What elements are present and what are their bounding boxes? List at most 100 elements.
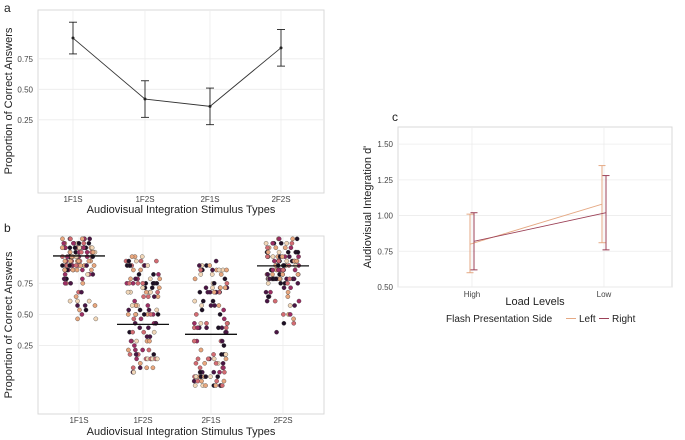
panel-b-data-point	[128, 276, 133, 282]
panel-b-data-point	[154, 307, 160, 313]
panel-b-data-point	[219, 383, 225, 388]
panel-b-y-ticks: 0.25 0.50 0.75	[17, 279, 33, 350]
panel-b-data-point	[217, 312, 223, 317]
panel-b-data-point	[131, 369, 137, 375]
panel-b-data-point	[211, 352, 216, 357]
panel-b-data-point	[127, 263, 133, 268]
panel-b-data-point	[270, 272, 275, 277]
panel-b-data-point	[209, 272, 215, 277]
panel-b-data-point	[155, 312, 161, 317]
panel-b-data-point	[157, 285, 162, 291]
panel-b-data-point	[144, 365, 149, 371]
panel-b-data-point	[79, 236, 85, 242]
panel-b-data-point	[191, 338, 197, 344]
panel-b-data-point	[284, 258, 290, 264]
panel-b-data-point	[197, 365, 203, 371]
panel-b-data-point	[217, 369, 222, 375]
panel-b-data-point	[154, 258, 159, 264]
panel-c-series	[466, 165, 610, 274]
panel-b-data-point	[211, 369, 217, 375]
panel-a-x-ticks: 1F1S 1F2S 2F1S 2F2S	[63, 195, 290, 204]
panel-b-data-point	[294, 236, 300, 242]
panel-a-plot-area	[37, 9, 325, 194]
panel-b-data-point	[82, 303, 88, 308]
panel-b-data-point	[213, 383, 218, 388]
panel-b-data-point	[81, 241, 87, 246]
panel-b-data-point	[216, 303, 222, 308]
panel-c-ytick-label: 1.25	[377, 176, 393, 185]
panel-b-data-point	[282, 245, 288, 251]
panel-b-data-point	[80, 276, 85, 282]
panel-b-gridlines	[38, 236, 324, 414]
panel-b-data-point	[71, 241, 76, 246]
panel-b-data-point	[125, 312, 131, 317]
panel-b-data-point	[134, 258, 139, 264]
panel-b-data-point	[79, 249, 84, 255]
panel-b-data-point	[222, 285, 228, 291]
panel-b-ytick-label: 0.25	[17, 342, 33, 351]
panel-b-data-point	[81, 245, 86, 251]
panel-a-y-axis-label: Proportion of Correct Answers	[3, 27, 15, 174]
panel-b-data-point	[151, 329, 157, 335]
panel-b-data-point	[202, 361, 207, 366]
panel-b-data-point	[148, 312, 153, 317]
panel-b-data-point	[192, 321, 197, 326]
panel-c-y-ticks: 0.50 0.75 1.00 1.25 1.50	[377, 140, 393, 292]
panel-b-data-point	[61, 241, 67, 246]
panel-c: c 0.50 0.75 1.00 1.25 1.50 High Low Load…	[362, 110, 673, 325]
panel-b-data-point	[80, 267, 85, 273]
panel-c-ytick-label: 1.00	[377, 212, 393, 221]
panel-b-data-point	[150, 365, 156, 371]
panel-b-data-point	[221, 316, 227, 322]
panel-b-data-point	[92, 303, 98, 308]
panel-b-means	[53, 255, 309, 335]
panel-b-xtick-label: 2F2S	[273, 416, 292, 425]
panel-b-data-point	[199, 303, 204, 308]
panel-b-data-point	[86, 298, 92, 304]
panel-b-xtick-label: 1F2S	[133, 416, 152, 425]
panel-b-data-point	[73, 263, 79, 268]
panel-b-data-point	[83, 307, 89, 313]
panel-b-data-point	[285, 249, 291, 255]
panel-b-data-point	[280, 267, 286, 273]
panel-b-y-axis-label: Proportion of Correct Answers	[3, 251, 15, 398]
panel-b-data-point	[296, 298, 302, 304]
panel-b-data-point	[288, 285, 293, 291]
panel-b-data-point	[197, 369, 203, 375]
panel-c-x-ticks: High Low	[464, 290, 612, 299]
panel-b-data-point	[203, 374, 209, 379]
panel-b-data-point	[70, 267, 76, 273]
panel-b-data-point	[295, 281, 301, 286]
panel-b-data-point	[203, 383, 208, 388]
panel-b-data-point	[284, 241, 289, 246]
panel-b-data-point	[135, 281, 141, 286]
panel-a-letter: a	[4, 1, 11, 15]
panel-b-data-point	[287, 254, 292, 259]
panel-b-data-point	[134, 356, 139, 362]
panel-b-data-point	[139, 254, 145, 259]
panel-b-data-point	[221, 307, 226, 313]
panel-b-data-point	[273, 276, 279, 282]
panel-b-data-point	[145, 263, 150, 268]
panel-b-data-point	[65, 254, 70, 259]
panel-b-data-point	[285, 281, 290, 286]
panel-b-data-point	[62, 258, 68, 264]
panel-b-data-point	[144, 334, 150, 339]
panel-b-data-point	[130, 365, 136, 371]
panel-c-ytick-label: 0.75	[377, 247, 393, 256]
panel-b-data-point	[214, 378, 219, 384]
panel-a-y-ticks: 0.25 0.50 0.75	[17, 55, 33, 125]
panel-c-gridlines	[398, 127, 672, 288]
panel-b-data-point	[143, 289, 149, 295]
panel-b-data-point	[268, 289, 273, 295]
panel-b-data-point	[60, 236, 65, 242]
panel-b-data-point	[285, 294, 291, 299]
panel-b-data-point	[156, 272, 161, 277]
panel-b-data-point	[223, 352, 229, 357]
panel-b-data-point	[140, 347, 145, 353]
panel-c-line-right	[473, 212, 607, 242]
panel-b-data-point	[79, 312, 85, 317]
panel-b-data-point	[197, 289, 203, 295]
panel-b-data-point	[218, 272, 224, 277]
panel-b-data-point	[266, 294, 271, 299]
